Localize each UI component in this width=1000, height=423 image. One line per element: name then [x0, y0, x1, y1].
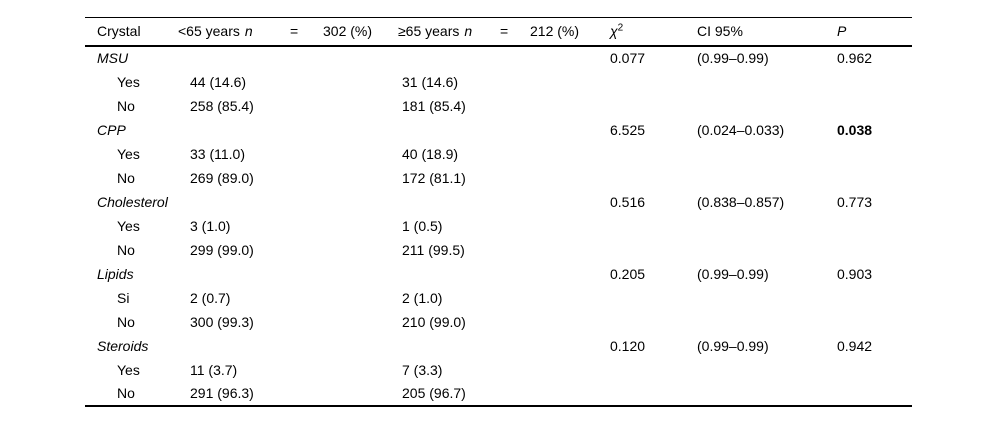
table-row: No 258 (85.4) 181 (85.4): [85, 94, 912, 118]
ci-value: (0.99–0.99): [697, 337, 769, 354]
col-header-under65: <65 years n = 302 (%): [178, 18, 398, 46]
p-value: 0.773: [837, 193, 873, 210]
chi2-value: 6.525: [610, 121, 646, 138]
table-row: Yes 3 (1.0) 1 (0.5): [85, 214, 912, 238]
over65-value: 2 (1.0): [402, 289, 443, 306]
chi2-value: 0.120: [610, 337, 646, 354]
over65-count: 212 (%): [530, 23, 580, 40]
under65-value: 300 (99.3): [190, 313, 254, 330]
col-header-chi-squared: χ2: [610, 22, 624, 40]
over65-value: 181 (85.4): [402, 97, 466, 114]
col-header-crystal: Crystal: [97, 23, 141, 40]
under65-value: 3 (1.0): [190, 217, 231, 234]
n-variable: n: [244, 23, 253, 40]
over65-value: 40 (18.9): [402, 145, 459, 162]
n-variable: n: [464, 23, 473, 40]
over65-equals: =: [500, 23, 509, 40]
section-row: Steroids 0.120 (0.99–0.99) 0.942: [85, 334, 912, 358]
table-row: Yes 11 (3.7) 7 (3.3): [85, 358, 912, 382]
over65-value: 7 (3.3): [402, 361, 443, 378]
row-label: Si: [117, 289, 130, 306]
p-value: 0.962: [837, 50, 873, 66]
under65-equals: =: [290, 23, 299, 40]
under65-value: 44 (14.6): [190, 73, 247, 90]
over65-value: 1 (0.5): [402, 217, 443, 234]
row-label: No: [117, 313, 135, 330]
over65-value: 210 (99.0): [402, 313, 466, 330]
table-row: No 299 (99.0) 211 (99.5): [85, 238, 912, 262]
under65-value: 11 (3.7): [190, 361, 238, 378]
row-label: Yes: [117, 361, 140, 378]
over65-value: 172 (81.1): [402, 169, 466, 186]
over65-value: 211 (99.5): [402, 241, 465, 258]
over65-value: 205 (96.7): [402, 385, 466, 401]
table-row: Yes 44 (14.6) 31 (14.6): [85, 70, 912, 94]
table-row: Si 2 (0.7) 2 (1.0): [85, 286, 912, 310]
under65-value: 258 (85.4): [190, 97, 254, 114]
table-row: No 269 (89.0) 172 (81.1): [85, 166, 912, 190]
section-row: CPP 6.525 (0.024–0.033) 0.038: [85, 118, 912, 142]
section-name: MSU: [97, 50, 129, 66]
ci-value: (0.99–0.99): [697, 50, 769, 66]
section-row: Cholesterol 0.516 (0.838–0.857) 0.773: [85, 190, 912, 214]
ci-value: (0.99–0.99): [697, 265, 769, 282]
chi2-value: 0.077: [610, 50, 646, 66]
row-label: Yes: [117, 145, 140, 162]
row-label: No: [117, 385, 135, 401]
chi2-value: 0.205: [610, 265, 646, 282]
p-value: 0.038: [837, 121, 873, 138]
ci-value: (0.838–0.857): [697, 193, 785, 210]
under65-value: 299 (99.0): [190, 241, 254, 258]
chi2-value: 0.516: [610, 193, 646, 210]
col-header-p: P: [837, 23, 847, 40]
row-label: Yes: [117, 217, 140, 234]
table-row: Yes 33 (11.0) 40 (18.9): [85, 142, 912, 166]
over65-value: 31 (14.6): [402, 73, 459, 90]
table-row: No 300 (99.3) 210 (99.0): [85, 310, 912, 334]
section-name: Lipids: [97, 265, 134, 282]
row-label: No: [117, 241, 135, 258]
p-value: 0.903: [837, 265, 873, 282]
under65-value: 291 (96.3): [190, 385, 254, 401]
section-name: CPP: [97, 121, 126, 138]
over65-label: ≥65 years n: [398, 23, 473, 40]
col-header-ci95: CI 95%: [697, 23, 743, 40]
section-name: Cholesterol: [97, 193, 168, 210]
p-value: 0.942: [837, 337, 873, 354]
section-row: Lipids 0.205 (0.99–0.99) 0.903: [85, 262, 912, 286]
row-label: Yes: [117, 73, 140, 90]
under65-label: <65 years n: [178, 23, 253, 40]
under65-value: 33 (11.0): [190, 145, 245, 162]
table-header-row: Crystal <65 years n = 302 (%) ≥65 years n = 21…: [85, 18, 912, 46]
crystal-statistics-table: Crystal <65 years n = 302 (%) ≥65 years n = 21…: [85, 17, 912, 407]
ci-value: (0.024–0.033): [697, 121, 785, 138]
under65-value: 2 (0.7): [190, 289, 231, 306]
section-row: MSU 0.077 (0.99–0.99) 0.962: [85, 46, 912, 70]
data-table: Crystal <65 years n = 302 (%) ≥65 years n = 21…: [85, 17, 912, 407]
table-row: No 291 (96.3) 205 (96.7): [85, 382, 912, 406]
section-name: Steroids: [97, 337, 149, 354]
under65-value: 269 (89.0): [190, 169, 254, 186]
row-label: No: [117, 97, 135, 114]
row-label: No: [117, 169, 135, 186]
col-header-over65: ≥65 years n = 212 (%): [398, 18, 610, 46]
under65-count: 302 (%): [323, 23, 373, 40]
